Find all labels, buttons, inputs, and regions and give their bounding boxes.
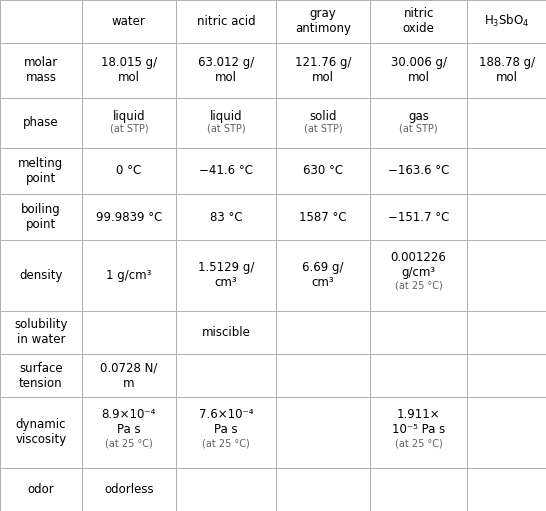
Text: dynamic
viscosity: dynamic viscosity [15, 419, 67, 447]
Text: 99.9839 °C: 99.9839 °C [96, 211, 162, 224]
Text: water: water [112, 15, 146, 28]
Text: melting
point: melting point [19, 157, 63, 185]
Text: 6.69 g/
cm³: 6.69 g/ cm³ [302, 262, 344, 289]
Text: liquid: liquid [112, 110, 145, 123]
Text: 83 °C: 83 °C [210, 211, 242, 224]
Text: 18.015 g/
mol: 18.015 g/ mol [101, 57, 157, 84]
Text: −163.6 °C: −163.6 °C [388, 164, 449, 177]
Text: 1587 °C: 1587 °C [299, 211, 347, 224]
Text: 63.012 g/
mol: 63.012 g/ mol [198, 57, 254, 84]
Text: 188.78 g/
mol: 188.78 g/ mol [478, 57, 535, 84]
Text: 1.5129 g/
cm³: 1.5129 g/ cm³ [198, 262, 254, 289]
Text: (at STP): (at STP) [207, 124, 245, 133]
Text: −41.6 °C: −41.6 °C [199, 164, 253, 177]
Text: 7.6×10⁻⁴
Pa s: 7.6×10⁻⁴ Pa s [199, 408, 253, 436]
Text: odorless: odorless [104, 483, 154, 496]
Text: odor: odor [28, 483, 54, 496]
Text: H$_3$SbO$_4$: H$_3$SbO$_4$ [484, 13, 530, 30]
Text: solubility
in water: solubility in water [14, 318, 68, 346]
Text: 0 °C: 0 °C [116, 164, 141, 177]
Text: (at STP): (at STP) [110, 124, 148, 133]
Text: 1 g/cm³: 1 g/cm³ [106, 269, 152, 282]
Text: surface
tension: surface tension [19, 362, 63, 390]
Text: phase: phase [23, 117, 59, 129]
Text: (at 25 °C): (at 25 °C) [105, 438, 153, 448]
Text: molar
mass: molar mass [24, 57, 58, 84]
Text: gray
antimony: gray antimony [295, 8, 351, 35]
Text: (at 25 °C): (at 25 °C) [202, 438, 250, 448]
Text: (at STP): (at STP) [304, 124, 342, 133]
Text: gas: gas [408, 110, 429, 123]
Text: 630 °C: 630 °C [303, 164, 343, 177]
Text: 0.001226
g/cm³: 0.001226 g/cm³ [390, 251, 447, 279]
Text: 8.9×10⁻⁴
Pa s: 8.9×10⁻⁴ Pa s [102, 408, 156, 436]
Text: solid: solid [309, 110, 337, 123]
Text: (at 25 °C): (at 25 °C) [395, 438, 442, 448]
Text: 30.006 g/
mol: 30.006 g/ mol [390, 57, 447, 84]
Text: density: density [19, 269, 63, 282]
Text: (at 25 °C): (at 25 °C) [395, 281, 442, 291]
Text: liquid: liquid [210, 110, 242, 123]
Text: boiling
point: boiling point [21, 203, 61, 231]
Text: miscible: miscible [201, 326, 251, 339]
Text: 1.911×
10⁻⁵ Pa s: 1.911× 10⁻⁵ Pa s [392, 408, 445, 436]
Text: −151.7 °C: −151.7 °C [388, 211, 449, 224]
Text: 0.0728 N/
m: 0.0728 N/ m [100, 362, 158, 390]
Text: nitric acid: nitric acid [197, 15, 256, 28]
Text: 121.76 g/
mol: 121.76 g/ mol [295, 57, 351, 84]
Text: nitric
oxide: nitric oxide [402, 8, 435, 35]
Text: (at STP): (at STP) [399, 124, 438, 133]
